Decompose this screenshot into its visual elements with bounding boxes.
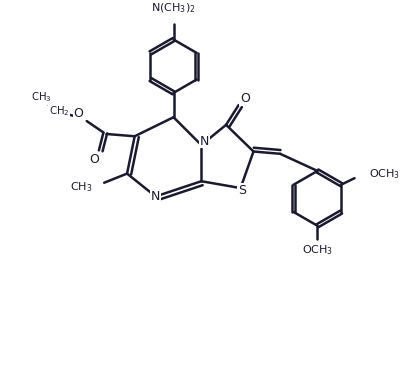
Text: CH$_2$: CH$_2$ — [49, 104, 69, 118]
Text: O: O — [89, 153, 99, 166]
Text: S: S — [238, 184, 246, 197]
Text: CH$_3$: CH$_3$ — [70, 180, 93, 194]
Text: OCH$_3$: OCH$_3$ — [302, 244, 333, 258]
Text: O: O — [240, 93, 250, 106]
Text: N(CH$_3$)$_2$: N(CH$_3$)$_2$ — [151, 1, 196, 15]
Text: N: N — [200, 135, 209, 148]
Text: CH$_3$: CH$_3$ — [31, 90, 51, 104]
Text: OCH$_3$: OCH$_3$ — [369, 168, 400, 181]
Text: N: N — [151, 190, 160, 203]
Text: O: O — [74, 107, 83, 120]
